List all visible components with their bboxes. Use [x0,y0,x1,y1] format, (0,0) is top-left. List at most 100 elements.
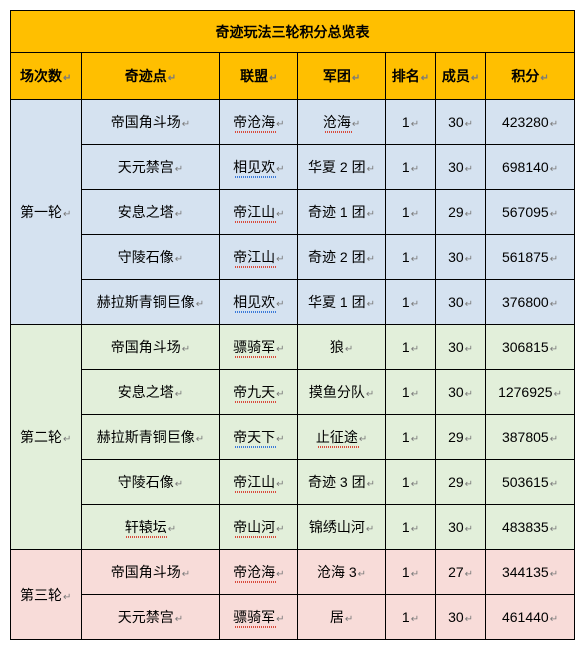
rank-cell: 1↵ [385,235,435,280]
legion-cell: 狼↵ [298,325,386,370]
newline-marker-icon: ↵ [276,299,284,310]
rank-cell: 1↵ [385,415,435,460]
score-cell: 423280↵ [486,100,575,145]
members-cell: 29↵ [436,460,486,505]
newline-marker-icon: ↵ [465,389,473,400]
score-overview-table: 奇迹玩法三轮积分总览表 场次数↵ 奇迹点↵ 联盟↵ 军团↵ 排名↵ 成员↵ 积分… [10,10,575,640]
newline-marker-icon: ↵ [175,389,183,400]
alliance-cell: 相见欢↵ [220,145,298,190]
newline-marker-icon: ↵ [175,254,183,265]
newline-marker-icon: ↵ [465,254,473,265]
wonder-cell: 帝国角斗场↵ [81,100,220,145]
spellcheck-underline-icon [234,626,276,628]
rank-cell: 1↵ [385,280,435,325]
legion-cell: 奇迹 2 团↵ [298,235,386,280]
alliance-cell: 骠骑军↵ [220,595,298,640]
legion-cell: 锦绣山河↵ [298,505,386,550]
newline-marker-icon: ↵ [465,434,473,445]
newline-marker-icon: ↵ [359,434,367,445]
spellcheck-underline-icon [234,536,276,538]
legion-cell: 居↵ [298,595,386,640]
table-row: 守陵石像↵帝江山↵奇迹 3 团↵1↵29↵503615↵ [11,460,575,505]
newline-marker-icon: ↵ [276,344,284,355]
newline-marker-icon: ↵ [276,209,284,220]
alliance-cell: 帝沧海↵ [220,100,298,145]
newline-marker-icon: ↵ [366,389,374,400]
newline-marker-icon: ↵ [63,209,71,220]
members-cell: 30↵ [436,280,486,325]
alliance-cell: 帝沧海↵ [220,550,298,595]
table-title: 奇迹玩法三轮积分总览表 [11,11,575,53]
newline-marker-icon: ↵ [358,569,366,580]
col-legion: 军团↵ [298,53,386,100]
col-alliance: 联盟↵ [220,53,298,100]
rank-cell: 1↵ [385,460,435,505]
legion-cell: 奇迹 1 团↵ [298,190,386,235]
rank-cell: 1↵ [385,550,435,595]
newline-marker-icon: ↵ [411,434,419,445]
newline-marker-icon: ↵ [550,434,558,445]
col-score: 积分↵ [486,53,575,100]
alliance-cell: 帝九天↵ [220,370,298,415]
rank-cell: 1↵ [385,145,435,190]
newline-marker-icon: ↵ [175,209,183,220]
rank-cell: 1↵ [385,325,435,370]
newline-marker-icon: ↵ [411,254,419,265]
alliance-cell: 帝江山↵ [220,460,298,505]
newline-marker-icon: ↵ [550,164,558,175]
newline-marker-icon: ↵ [367,299,375,310]
wonder-cell: 赫拉斯青铜巨像↵ [81,280,220,325]
table-row: 赫拉斯青铜巨像↵帝天下↵止征途↵1↵29↵387805↵ [11,415,575,460]
wonder-cell: 天元禁宫↵ [81,145,220,190]
table-row: 安息之塔↵帝九天↵摸鱼分队↵1↵30↵1276925↵ [11,370,575,415]
table-row: 守陵石像↵帝江山↵奇迹 2 团↵1↵30↵561875↵ [11,235,575,280]
wonder-cell: 帝国角斗场↵ [81,325,220,370]
newline-marker-icon: ↵ [550,569,558,580]
newline-marker-icon: ↵ [411,569,419,580]
newline-marker-icon: ↵ [276,119,284,130]
wonder-cell: 守陵石像↵ [81,460,220,505]
spellcheck-underline-icon [234,311,276,313]
table-row: 轩辕坛↵帝山河↵锦绣山河↵1↵30↵483835↵ [11,505,575,550]
score-cell: 387805↵ [486,415,575,460]
table-row: 天元禁宫↵骠骑军↵居↵1↵30↵461440↵ [11,595,575,640]
wonder-cell: 守陵石像↵ [81,235,220,280]
newline-marker-icon: ↵ [411,344,419,355]
spellcheck-underline-icon [324,131,352,133]
newline-marker-icon: ↵ [196,299,204,310]
legion-cell: 摸鱼分队↵ [298,370,386,415]
newline-marker-icon: ↵ [345,344,353,355]
rank-cell: 1↵ [385,595,435,640]
score-cell: 698140↵ [486,145,575,190]
newline-marker-icon: ↵ [175,479,183,490]
members-cell: 27↵ [436,550,486,595]
legion-cell: 沧海 3↵ [298,550,386,595]
col-members: 成员↵ [436,53,486,100]
newline-marker-icon: ↵ [465,209,473,220]
legion-cell: 华夏 1 团↵ [298,280,386,325]
newline-marker-icon: ↵ [276,254,284,265]
newline-marker-icon: ↵ [550,524,558,535]
newline-marker-icon: ↵ [411,119,419,130]
newline-marker-icon: ↵ [367,209,375,220]
newline-marker-icon: ↵ [550,614,558,625]
round-label: 第一轮↵ [11,100,82,325]
newline-marker-icon: ↵ [550,119,558,130]
newline-marker-icon: ↵ [465,299,473,310]
alliance-cell: 帝天下↵ [220,415,298,460]
newline-marker-icon: ↵ [550,299,558,310]
spellcheck-underline-icon [234,266,276,268]
legion-cell: 沧海↵ [298,100,386,145]
members-cell: 30↵ [436,325,486,370]
newline-marker-icon: ↵ [465,524,473,535]
wonder-cell: 赫拉斯青铜巨像↵ [81,415,220,460]
newline-marker-icon: ↵ [345,614,353,625]
wonder-cell: 轩辕坛↵ [81,505,220,550]
newline-marker-icon: ↵ [554,389,562,400]
spellcheck-underline-icon [234,581,276,583]
members-cell: 30↵ [436,100,486,145]
newline-marker-icon: ↵ [411,164,419,175]
newline-marker-icon: ↵ [465,569,473,580]
newline-marker-icon: ↵ [465,344,473,355]
legion-cell: 华夏 2 团↵ [298,145,386,190]
